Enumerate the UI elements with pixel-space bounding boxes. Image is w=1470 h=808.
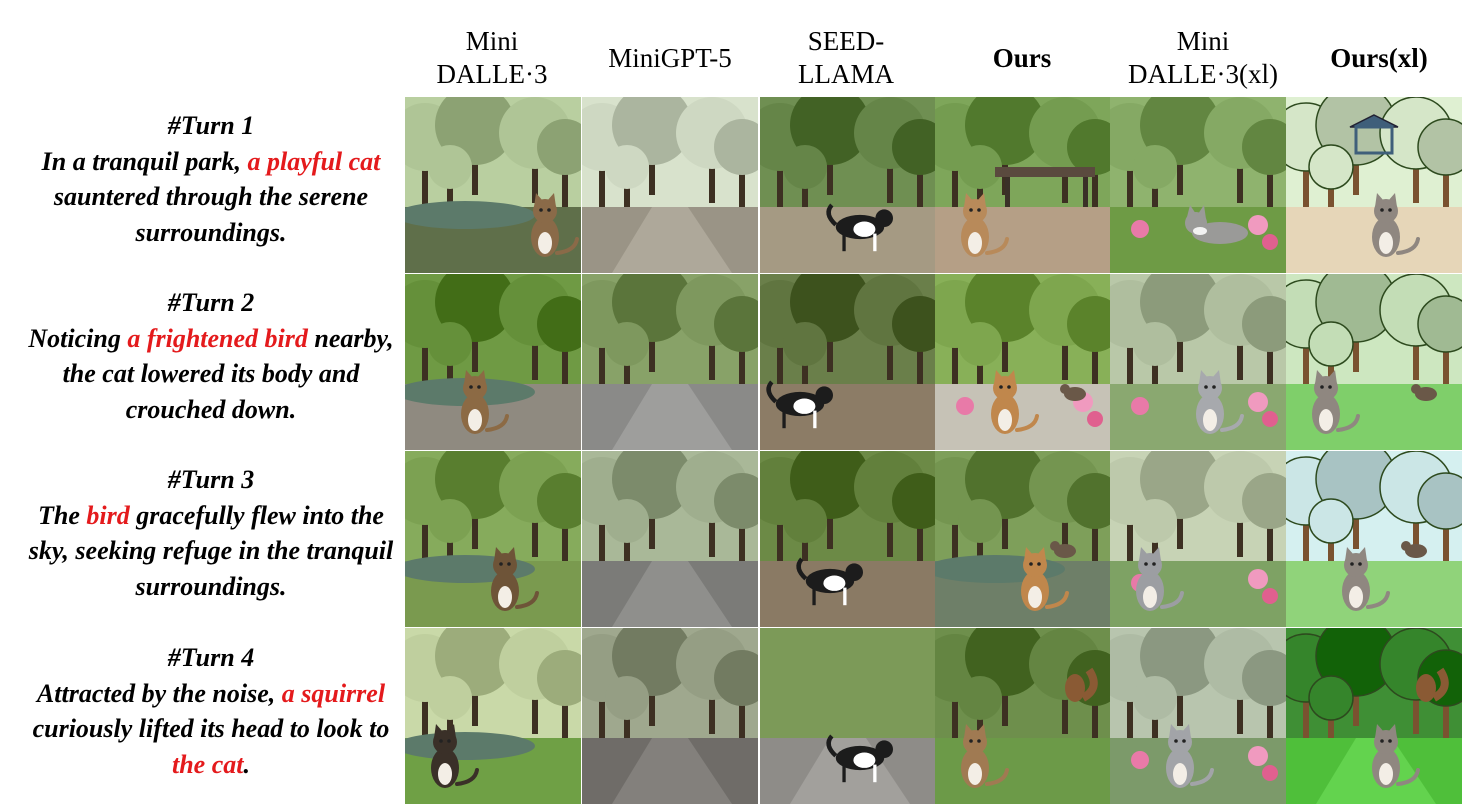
result-image-drawing bbox=[1110, 628, 1286, 804]
result-image-drawing bbox=[582, 97, 758, 273]
result-image-drawing bbox=[935, 274, 1111, 450]
result-image-drawing bbox=[1286, 628, 1462, 804]
column-header-mini-dalle3-xl: Mini DALLE·3(xl) bbox=[1128, 26, 1278, 89]
cat-figure bbox=[796, 557, 863, 606]
image-ground bbox=[760, 384, 936, 450]
squirrel-figure bbox=[1416, 674, 1436, 702]
result-image bbox=[1286, 274, 1462, 450]
result-image-drawing bbox=[760, 451, 936, 627]
result-image bbox=[1110, 274, 1286, 450]
result-image-drawing bbox=[405, 274, 581, 450]
cat-figure bbox=[1136, 547, 1184, 611]
image-path bbox=[612, 384, 732, 450]
result-image-drawing bbox=[582, 628, 758, 804]
cat-figure bbox=[1372, 724, 1420, 788]
result-image bbox=[405, 274, 581, 450]
cat-figure bbox=[491, 547, 539, 611]
result-image-drawing bbox=[1286, 451, 1462, 627]
result-image bbox=[935, 274, 1111, 450]
result-image-drawing bbox=[1110, 97, 1286, 273]
result-image bbox=[1110, 97, 1286, 273]
cat-figure bbox=[1372, 193, 1420, 257]
result-image bbox=[1110, 451, 1286, 627]
column-header-ours: Ours bbox=[992, 42, 1052, 73]
image-path bbox=[612, 207, 732, 273]
cat-figure bbox=[531, 193, 579, 257]
result-image-drawing bbox=[405, 628, 581, 804]
turn-title: #Turn 1 bbox=[167, 111, 255, 140]
result-image bbox=[582, 97, 758, 273]
turn-caption-3: #Turn 3 The bird gracefully flew into th… bbox=[20, 462, 402, 604]
column-header-ours-xl: Ours(xl) bbox=[1330, 42, 1428, 73]
cat-figure bbox=[1021, 547, 1069, 611]
result-image-drawing bbox=[1286, 97, 1462, 273]
image-bench bbox=[995, 167, 1095, 177]
result-image-drawing bbox=[1110, 451, 1286, 627]
result-image bbox=[760, 274, 936, 450]
cat-figure bbox=[826, 203, 893, 252]
turn-caption-4: #Turn 4 Attracted by the noise, a squirr… bbox=[20, 640, 402, 782]
squirrel-figure bbox=[1065, 674, 1085, 702]
turn-text: In a tranquil park, a playful cat saunte… bbox=[41, 146, 381, 247]
cat-figure bbox=[461, 370, 509, 434]
result-image-drawing bbox=[582, 451, 758, 627]
result-image bbox=[760, 97, 936, 273]
cat-figure bbox=[1166, 724, 1214, 788]
column-header-seed-llama: SEED- LLAMA bbox=[798, 26, 894, 89]
cat-figure bbox=[991, 370, 1039, 434]
result-image-drawing bbox=[935, 628, 1111, 804]
result-image bbox=[1286, 628, 1462, 804]
column-header-minigpt5: MiniGPT-5 bbox=[608, 42, 732, 73]
turn-title: #Turn 2 bbox=[167, 288, 255, 317]
result-image bbox=[935, 628, 1111, 804]
cat-figure bbox=[826, 734, 893, 783]
cat-figure bbox=[1185, 205, 1248, 244]
result-image bbox=[582, 628, 758, 804]
turn-text: Noticing a frightened bird nearby, the c… bbox=[28, 323, 394, 424]
result-image bbox=[760, 628, 936, 804]
turn-text: The bird gracefully flew into the sky, s… bbox=[28, 500, 394, 601]
result-image-drawing bbox=[1110, 274, 1286, 450]
image-path bbox=[612, 738, 732, 804]
result-image bbox=[1110, 628, 1286, 804]
result-image bbox=[582, 451, 758, 627]
result-image bbox=[935, 451, 1111, 627]
column-header-mini-dalle3: Mini DALLE·3 bbox=[436, 26, 548, 89]
turn-caption-1: #Turn 1 In a tranquil park, a playful ca… bbox=[20, 108, 402, 250]
turn-title: #Turn 4 bbox=[167, 643, 255, 672]
result-image bbox=[1286, 97, 1462, 273]
result-image-drawing bbox=[935, 451, 1111, 627]
result-image-drawing bbox=[1286, 274, 1462, 450]
cat-figure bbox=[431, 724, 479, 788]
result-image bbox=[405, 97, 581, 273]
image-path bbox=[612, 561, 732, 627]
image-ground bbox=[1286, 561, 1462, 627]
result-image-drawing bbox=[935, 97, 1111, 273]
result-image-drawing bbox=[405, 451, 581, 627]
result-image-drawing bbox=[760, 97, 936, 273]
image-path bbox=[790, 738, 910, 804]
result-image bbox=[1286, 451, 1462, 627]
result-image bbox=[935, 97, 1111, 273]
result-image bbox=[760, 451, 936, 627]
result-image-drawing bbox=[760, 274, 936, 450]
turn-text: Attracted by the noise, a squirrel curio… bbox=[32, 678, 390, 779]
result-image bbox=[405, 628, 581, 804]
cat-figure bbox=[1196, 370, 1244, 434]
result-image-drawing bbox=[760, 628, 936, 804]
cat-figure bbox=[1312, 370, 1360, 434]
image-pond bbox=[405, 201, 535, 229]
cat-figure bbox=[961, 193, 1009, 257]
result-image bbox=[405, 451, 581, 627]
cat-figure bbox=[766, 380, 833, 429]
result-image-drawing bbox=[405, 97, 581, 273]
cat-figure bbox=[1342, 547, 1390, 611]
turn-caption-2: #Turn 2 Noticing a frightened bird nearb… bbox=[20, 285, 402, 427]
result-image bbox=[582, 274, 758, 450]
turn-title: #Turn 3 bbox=[167, 465, 255, 494]
result-image-drawing bbox=[582, 274, 758, 450]
cat-figure bbox=[961, 724, 1009, 788]
